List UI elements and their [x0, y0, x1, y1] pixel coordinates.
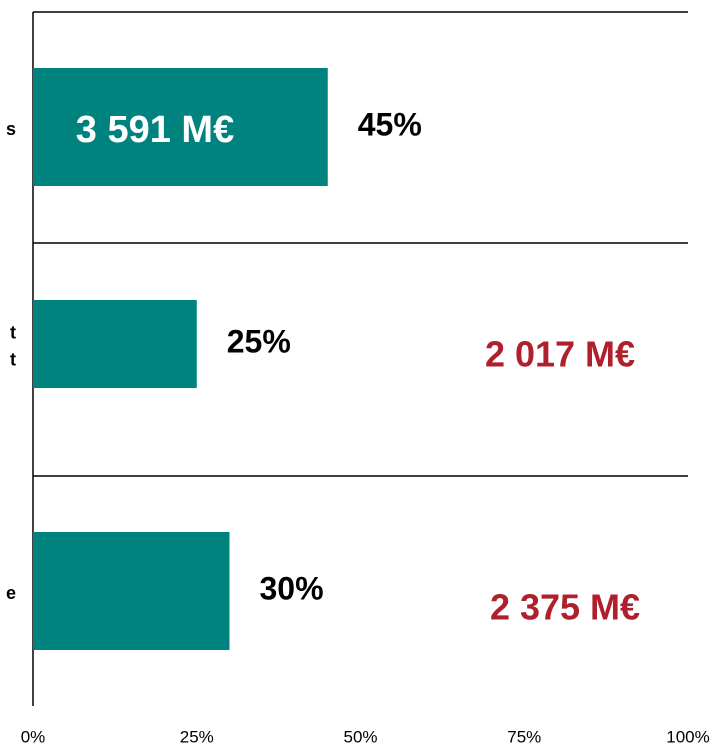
- x-tick-label: 25%: [180, 727, 214, 746]
- bar: [33, 532, 230, 650]
- amount-annotation: 3 591 M€: [76, 109, 234, 151]
- category-label: t: [10, 349, 16, 369]
- bar: [33, 68, 328, 186]
- x-tick-label: 100%: [666, 727, 709, 746]
- category-label: s: [6, 119, 16, 139]
- x-tick-label: 50%: [343, 727, 377, 746]
- value-label: 45%: [358, 106, 422, 142]
- x-tick-label: 75%: [507, 727, 541, 746]
- value-label: 30%: [260, 570, 324, 606]
- category-label: e: [6, 583, 16, 603]
- amount-annotation: 2 017 M€: [485, 334, 635, 375]
- bar: [33, 300, 197, 388]
- amount-annotation: 2 375 M€: [490, 587, 640, 628]
- x-tick-label: 0%: [21, 727, 46, 746]
- category-label: t: [10, 322, 16, 342]
- value-label: 25%: [227, 323, 291, 359]
